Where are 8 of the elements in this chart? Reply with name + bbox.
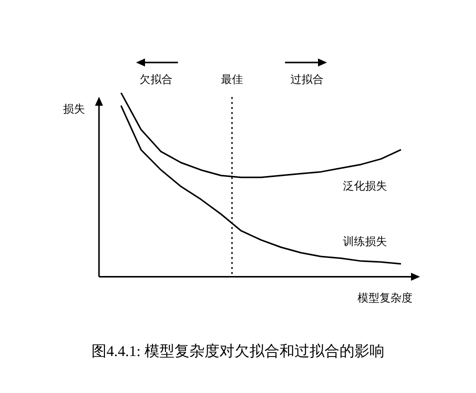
x-axis-title: 模型复杂度 [358, 292, 412, 305]
y-axis-title: 损失 [63, 102, 85, 116]
text: 欠拟合 [140, 72, 172, 86]
text: 最佳 [221, 72, 243, 86]
text: 过拟合 [290, 72, 324, 86]
caption: 图4.4.1: 模型复杂度对欠拟合和过拟合的影响 [92, 342, 384, 360]
series-label: 泛化损失 [343, 179, 387, 192]
series-label: 训练损失 [343, 234, 387, 248]
